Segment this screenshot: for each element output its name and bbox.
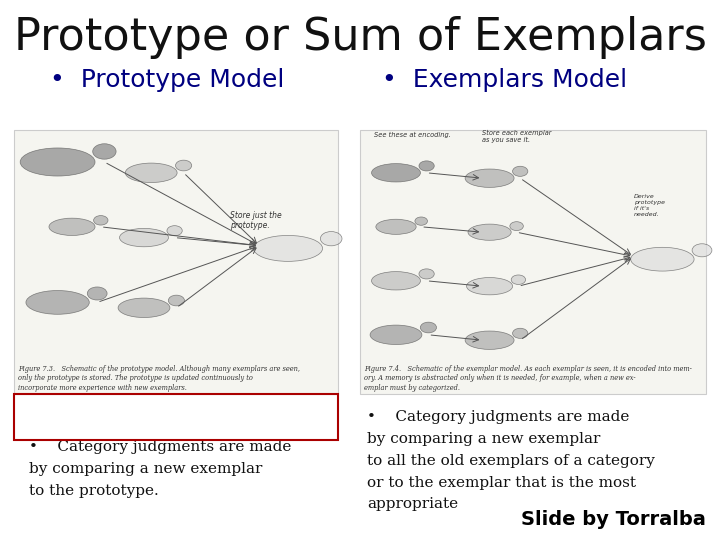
Bar [360, 130, 706, 394]
Ellipse shape [513, 328, 528, 339]
Text: Store just the
prototype.: Store just the prototype. [230, 211, 282, 230]
Ellipse shape [692, 244, 712, 257]
Ellipse shape [49, 218, 95, 235]
Text: Derive
prototype
if it's
needed.: Derive prototype if it's needed. [634, 194, 665, 217]
Ellipse shape [419, 269, 434, 279]
Ellipse shape [120, 228, 168, 247]
Ellipse shape [125, 163, 177, 183]
Ellipse shape [415, 217, 428, 225]
Ellipse shape [94, 215, 108, 225]
Ellipse shape [372, 272, 420, 290]
Ellipse shape [253, 235, 323, 261]
Ellipse shape [87, 287, 107, 300]
Ellipse shape [167, 226, 182, 236]
Text: •    Category judgments are made
by comparing a new exemplar
to all the old exem: • Category judgments are made by compari… [367, 410, 655, 511]
Ellipse shape [320, 232, 342, 246]
Ellipse shape [510, 222, 523, 231]
Ellipse shape [511, 275, 526, 285]
Ellipse shape [631, 247, 694, 271]
Bar [14, 130, 338, 394]
Text: Store each exemplar
as you save it.: Store each exemplar as you save it. [482, 130, 552, 143]
Ellipse shape [513, 166, 528, 177]
Text: •  Prototype Model: • Prototype Model [50, 68, 285, 91]
Ellipse shape [467, 278, 513, 295]
Ellipse shape [168, 295, 184, 306]
Text: •  Exemplars Model: • Exemplars Model [382, 68, 626, 91]
Text: •    Category judgments are made
by comparing a new exemplar
to the prototype.: • Category judgments are made by compari… [29, 440, 291, 497]
Text: Prototype or Sum of Exemplars ?: Prototype or Sum of Exemplars ? [14, 16, 720, 59]
Ellipse shape [118, 298, 170, 318]
Bar [14, 394, 338, 440]
Ellipse shape [465, 331, 514, 349]
Text: Figure 7.3.   Schematic of the prototype model. Although many exemplars are seen: Figure 7.3. Schematic of the prototype m… [18, 365, 300, 392]
Ellipse shape [370, 325, 422, 345]
Ellipse shape [468, 224, 511, 240]
Ellipse shape [176, 160, 192, 171]
Ellipse shape [26, 291, 89, 314]
Ellipse shape [93, 144, 116, 159]
Ellipse shape [372, 164, 420, 182]
Ellipse shape [419, 161, 434, 171]
Text: Figure 7.4.   Schematic of the exemplar model. As each exemplar is seen, it is e: Figure 7.4. Schematic of the exemplar mo… [364, 365, 691, 392]
Text: Slide by Torralba: Slide by Torralba [521, 510, 706, 529]
Ellipse shape [420, 322, 436, 333]
Ellipse shape [20, 148, 95, 176]
Text: See these at encoding.: See these at encoding. [374, 132, 451, 138]
Ellipse shape [376, 219, 416, 234]
Ellipse shape [465, 169, 514, 187]
